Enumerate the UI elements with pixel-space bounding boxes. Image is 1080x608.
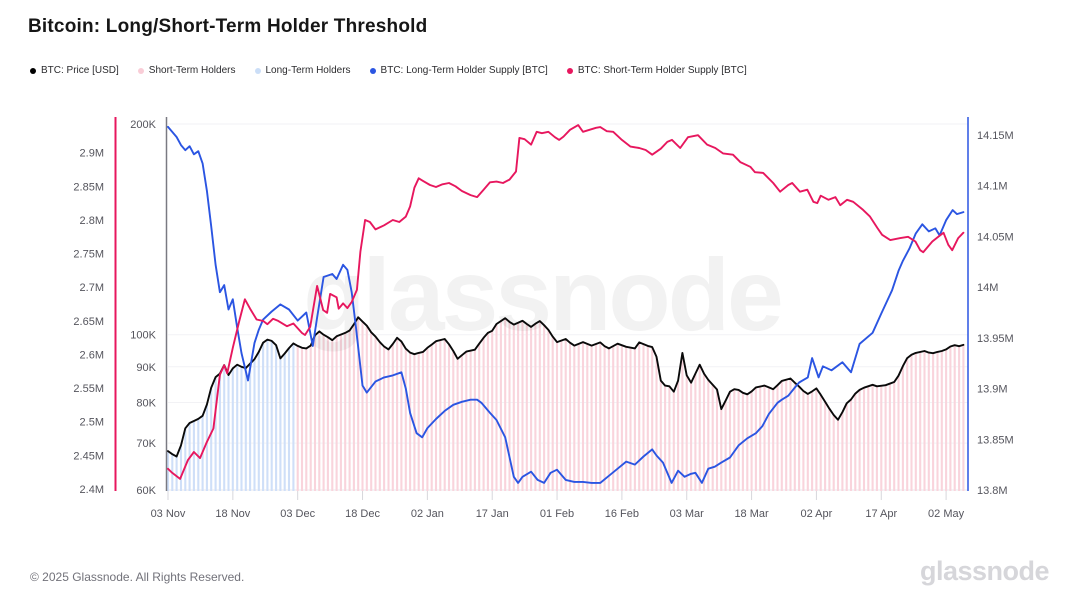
lth-supply-tick-label: 13.85M — [977, 434, 1014, 446]
plot-area[interactable] — [168, 117, 968, 491]
watermark-text: glassnode — [303, 238, 781, 352]
chart-legend: BTC: Price [USD] Short-Term Holders Long… — [30, 65, 747, 76]
x-tick-label: 02 May — [928, 508, 965, 520]
glassnode-footer-logo: glassnode — [919, 556, 1050, 586]
x-tick-label: 16 Feb — [605, 508, 639, 520]
sth-supply-tick-label: 2.5M — [80, 417, 104, 429]
lth-supply-line — [167, 125, 965, 484]
legend-item-short-term-holders[interactable]: Short-Term Holders — [137, 65, 236, 76]
lth-supply-tick-label: 14.05M — [977, 231, 1014, 243]
price-tick-label: 60K — [136, 485, 156, 497]
x-tick-label: 18 Nov — [215, 508, 250, 520]
legend-item-long-term-holders[interactable]: Long-Term Holders — [254, 65, 351, 76]
price-tick-label: 200K — [130, 119, 156, 131]
x-tick-label: 03 Dec — [280, 508, 315, 520]
sth-supply-tick-label: 2.55M — [73, 383, 104, 395]
x-tick-label: 02 Apr — [801, 508, 833, 520]
legend-label: BTC: Price [USD] — [41, 65, 119, 76]
lth-supply-tick-label: 14.1M — [977, 181, 1008, 193]
sth-supply-tick-label: 2.75M — [73, 249, 104, 261]
chart-canvas[interactable]: glassnode 2.4M 2.45M 2.5M 2.55M 2.6M 2.65M 2.7M… — [0, 0, 1080, 545]
lth-supply-tick-label: 13.9M — [977, 384, 1008, 396]
legend-label: Long-Term Holders — [265, 65, 351, 76]
sth-supply-line — [167, 124, 965, 480]
lth-supply-tick-label: 13.8M — [977, 485, 1008, 497]
sth-supply-tick-label: 2.85M — [73, 181, 104, 193]
legend-label: BTC: Long-Term Holder Supply [BTC] — [380, 65, 548, 76]
long-term-holders-legend-dot-icon — [254, 67, 261, 74]
sth-supply-legend-dot-icon — [566, 67, 573, 74]
lth-supply-tick-label: 14M — [977, 282, 998, 294]
sth-supply-tick-label: 2.8M — [80, 215, 104, 227]
sth-supply-tick-label: 2.6M — [80, 349, 104, 361]
x-tick-label: 03 Nov — [151, 508, 186, 520]
long-term-holders-band — [166, 339, 295, 491]
price-tick-label: 90K — [136, 362, 156, 374]
x-tick-label: 18 Dec — [345, 508, 380, 520]
legend-label: BTC: Short-Term Holder Supply [BTC] — [577, 65, 747, 76]
x-tick-label: 17 Jan — [476, 508, 509, 520]
short-term-holders-legend-dot-icon — [137, 67, 144, 74]
x-tick-label: 17 Apr — [865, 508, 897, 520]
lth-supply-legend-dot-icon — [369, 67, 376, 74]
sth-supply-tick-label: 2.9M — [80, 148, 104, 160]
sth-supply-tick-label: 2.7M — [80, 282, 104, 294]
legend-item-sth-supply[interactable]: BTC: Short-Term Holder Supply [BTC] — [566, 65, 747, 76]
lth-supply-tick-label: 14.15M — [977, 130, 1014, 142]
x-tick-label: 03 Mar — [670, 508, 705, 520]
sth-supply-tick-label: 2.65M — [73, 316, 104, 328]
price-line — [167, 316, 965, 458]
price-tick-label: 80K — [136, 398, 156, 410]
x-tick-label: 01 Feb — [540, 508, 574, 520]
sth-supply-tick-label: 2.45M — [73, 450, 104, 462]
legend-item-price[interactable]: BTC: Price [USD] — [30, 65, 119, 76]
price-tick-label: 70K — [136, 438, 156, 450]
legend-item-lth-supply[interactable]: BTC: Long-Term Holder Supply [BTC] — [369, 65, 548, 76]
copyright-text: © 2025 Glassnode. All Rights Reserved. — [30, 570, 245, 584]
sth-supply-tick-label: 2.4M — [80, 484, 104, 496]
lth-supply-tick-label: 13.95M — [977, 333, 1014, 345]
price-tick-label: 100K — [130, 330, 156, 342]
page-title: Bitcoin: Long/Short-Term Holder Threshol… — [28, 16, 428, 37]
x-tick-label: 18 Mar — [734, 508, 769, 520]
price-legend-dot-icon — [30, 67, 36, 74]
legend-label: Short-Term Holders — [148, 65, 236, 76]
x-tick-label: 02 Jan — [411, 508, 444, 520]
